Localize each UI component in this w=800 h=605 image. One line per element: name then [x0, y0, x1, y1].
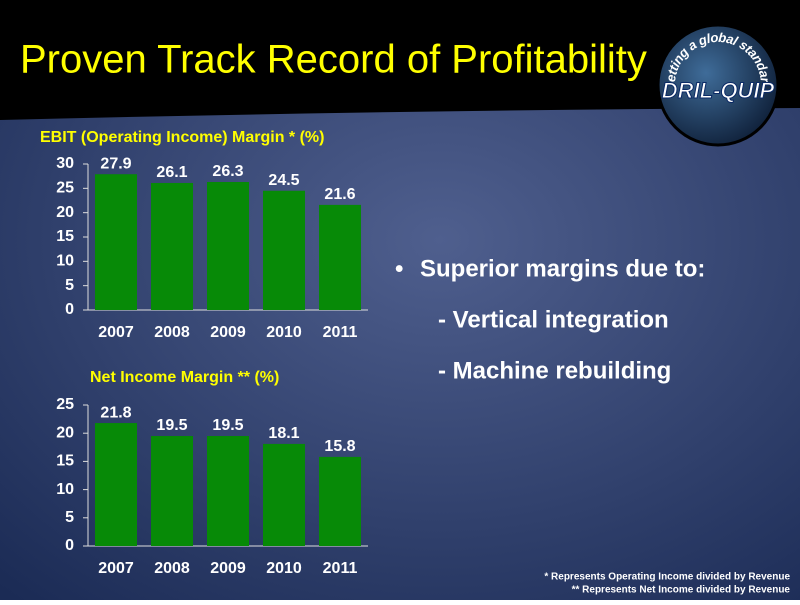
data-label: 18.1	[268, 425, 299, 442]
x-tick-label: 2011	[323, 324, 358, 341]
logo-globe	[656, 23, 780, 147]
header-band	[0, 0, 800, 120]
bar	[95, 174, 137, 310]
bar	[263, 443, 305, 546]
x-tick-label: 2008	[154, 560, 190, 577]
y-tick-label: 0	[65, 301, 74, 318]
bullet: Superior margins due to:	[420, 255, 705, 282]
bar	[207, 182, 249, 310]
bar	[319, 456, 361, 546]
y-tick-label: 20	[56, 424, 74, 441]
x-tick-label: 2009	[210, 324, 246, 341]
y-tick-label: 20	[56, 204, 74, 221]
bar	[263, 190, 305, 310]
y-tick-label: 15	[56, 228, 74, 245]
data-label: 21.6	[324, 186, 355, 203]
y-tick-label: 10	[56, 481, 74, 498]
chart-title: EBIT (Operating Income) Margin * (%)	[40, 129, 324, 146]
y-tick-label: 15	[56, 453, 74, 470]
y-tick-label: 25	[56, 180, 74, 197]
x-tick-label: 2007	[98, 324, 134, 341]
bar	[207, 436, 249, 546]
bullet-marker: •	[395, 255, 403, 282]
footnote: ** Represents Net Income divided by Reve…	[572, 585, 791, 596]
x-tick-label: 2010	[266, 324, 302, 341]
logo-name: DRIL-QUIP	[662, 78, 775, 103]
footnote: * Represents Operating Income divided by…	[544, 572, 790, 583]
y-tick-label: 30	[56, 155, 74, 172]
data-label: 27.9	[100, 155, 131, 172]
chart-title: Net Income Margin ** (%)	[90, 369, 279, 386]
y-tick-label: 10	[56, 253, 74, 270]
data-label: 21.8	[100, 404, 131, 421]
data-label: 19.5	[156, 417, 187, 434]
data-label: 15.8	[324, 438, 355, 455]
bar	[151, 436, 193, 546]
bar	[95, 423, 137, 546]
x-tick-label: 2007	[98, 560, 134, 577]
x-tick-label: 2010	[266, 560, 302, 577]
x-tick-label: 2009	[210, 560, 246, 577]
bar	[319, 204, 361, 310]
x-tick-label: 2008	[154, 324, 190, 341]
sub-bullet: - Vertical integration	[438, 306, 669, 333]
x-tick-label: 2011	[323, 560, 358, 577]
sub-bullet: - Machine rebuilding	[438, 357, 671, 384]
data-label: 26.3	[212, 163, 243, 180]
bar	[151, 182, 193, 310]
data-label: 24.5	[268, 172, 299, 189]
data-label: 19.5	[212, 417, 243, 434]
y-tick-label: 0	[65, 537, 74, 554]
data-label: 26.1	[156, 164, 187, 181]
slide-title: Proven Track Record of Profitability	[20, 38, 647, 82]
y-tick-label: 5	[65, 277, 74, 294]
y-tick-label: 25	[56, 396, 74, 413]
y-tick-label: 5	[65, 509, 74, 526]
